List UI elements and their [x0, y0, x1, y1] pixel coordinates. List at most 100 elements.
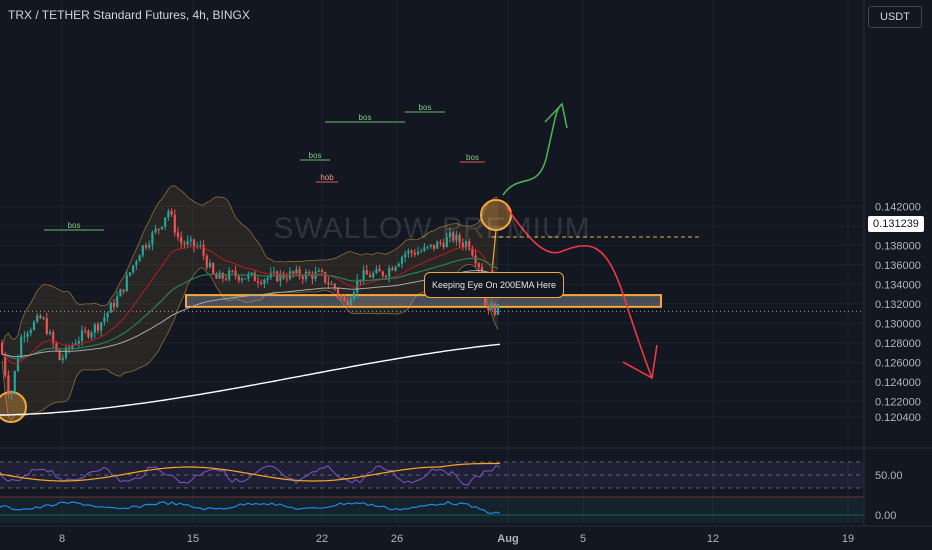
candle-body — [93, 324, 96, 333]
candle-body — [487, 305, 490, 311]
key-zone-layer — [0, 199, 864, 423]
candle-body — [461, 242, 464, 248]
candle-body — [205, 255, 208, 268]
candle-body — [439, 242, 442, 244]
candle-body — [432, 244, 436, 249]
candle-body — [397, 263, 400, 267]
candle-body — [295, 269, 298, 274]
bollinger-upper — [1, 185, 499, 348]
price-tick-label: 0.126000 — [875, 357, 921, 369]
candle-body — [263, 279, 266, 284]
candle-body — [26, 333, 29, 337]
candle-body — [279, 273, 282, 282]
candle-body — [349, 299, 352, 306]
structure-label: hob — [320, 173, 334, 182]
time-tick-label: 19 — [842, 533, 854, 545]
candle-body — [231, 270, 234, 272]
price-axis[interactable]: 0.1420000.1400000.1380000.1360000.134000… — [875, 201, 921, 424]
time-tick-label: 26 — [391, 533, 403, 545]
bullish-arrowhead — [544, 102, 568, 129]
candle-body — [458, 234, 461, 243]
candle-body — [468, 241, 471, 249]
last-price-badge: 0.131239 — [868, 216, 924, 232]
candle-body — [388, 268, 391, 277]
candle-body — [151, 232, 154, 245]
candle-body — [13, 371, 16, 392]
candle-body — [186, 240, 189, 245]
time-tick-label: 22 — [316, 533, 328, 545]
candle-body — [416, 251, 420, 255]
candle-body — [132, 265, 135, 273]
candle-body — [253, 272, 256, 282]
lower-indicator-line — [0, 500, 501, 515]
zero-level-label: 0.00 — [875, 510, 896, 522]
candle-body — [138, 255, 141, 262]
candle-body — [292, 271, 295, 274]
price-tick-label: 0.120400 — [875, 412, 921, 424]
candle-body — [106, 312, 109, 318]
candle-body — [298, 269, 301, 277]
candle-body — [237, 276, 240, 281]
candle-body — [400, 257, 404, 264]
candle-body — [39, 315, 42, 319]
candle-body — [58, 350, 61, 361]
currency-selector[interactable]: USDT — [868, 6, 922, 28]
candle-body — [436, 242, 439, 249]
candle-body — [493, 303, 496, 315]
candle-body — [362, 270, 365, 281]
candle-body — [378, 268, 381, 272]
candle-body — [16, 358, 20, 372]
candle-body — [36, 315, 39, 322]
candle-body — [68, 347, 71, 349]
candle-body — [29, 329, 32, 334]
candle-body — [103, 317, 106, 323]
candle-body — [496, 304, 500, 315]
candle-body — [202, 245, 205, 256]
candle-body — [170, 211, 173, 215]
candle-body — [109, 302, 112, 313]
structure-label: bos — [359, 113, 372, 122]
price-tick-label: 0.134000 — [875, 279, 921, 291]
candle-body — [477, 263, 480, 268]
candle-body — [180, 236, 183, 244]
ema-200 — [0, 343, 501, 416]
candle-body — [71, 344, 74, 349]
structure-label: bos — [466, 153, 479, 162]
candle-body — [244, 278, 247, 280]
candle-body — [448, 232, 452, 238]
bollinger-bands — [1, 185, 499, 421]
candle-body — [324, 271, 327, 283]
callout-pointer — [491, 229, 497, 273]
candle-body — [74, 343, 77, 345]
time-tick-label: Aug — [497, 533, 518, 545]
candle-body — [135, 261, 138, 266]
candle-body — [301, 276, 304, 280]
annotation-callout: Keeping Eye On 200EMA Here — [424, 272, 564, 298]
candle-body — [141, 245, 144, 256]
candle-body — [272, 271, 276, 273]
candle-body — [285, 278, 288, 280]
price-tick-label: 0.138000 — [875, 240, 921, 252]
candle-body — [391, 268, 394, 271]
candle-body — [208, 263, 212, 268]
candles — [0, 208, 500, 400]
time-axis[interactable]: 8 15 22 26 Aug 5 12 19 — [59, 533, 854, 545]
price-tick-label: 0.136000 — [875, 260, 921, 272]
candle-body — [119, 289, 122, 297]
candle-body — [266, 277, 269, 280]
candle-body — [308, 271, 311, 274]
candle-body — [327, 282, 330, 285]
bullish-projection — [502, 103, 563, 196]
candle-body — [112, 302, 116, 307]
candle-body — [218, 272, 221, 279]
candle-body — [269, 272, 272, 278]
oscillator-panes: 50.00 0.00 — [0, 0, 932, 527]
candle-body — [116, 296, 119, 307]
candle-body — [45, 318, 48, 334]
candle-body — [410, 250, 413, 253]
candle-body — [77, 340, 80, 344]
candle-body — [407, 250, 410, 254]
candle-body — [42, 318, 45, 320]
candle-body — [87, 330, 90, 338]
